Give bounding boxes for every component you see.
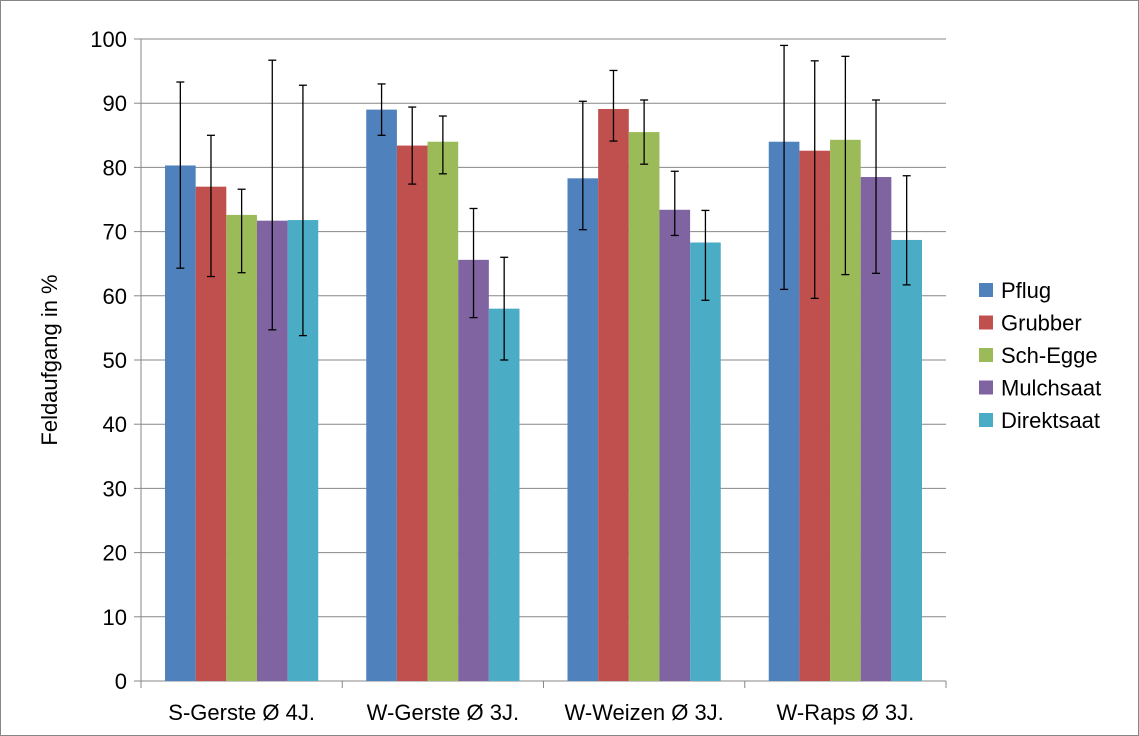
legend-swatch-mulchsaat [979, 380, 993, 395]
x-category-label: S-Gerste Ø 4J. [168, 700, 315, 725]
y-tick-label: 60 [103, 284, 127, 309]
bar-pflug [366, 109, 397, 682]
legend-label-pflug: Pflug [1001, 278, 1051, 303]
legend-label-sch-egge: Sch-Egge [1001, 343, 1098, 368]
y-tick-label: 40 [103, 412, 127, 437]
y-axis-title: Feldaufgang in % [37, 274, 62, 445]
y-tick-label: 30 [103, 476, 127, 501]
bar-sch-egge [226, 214, 257, 681]
bar-sch-egge [427, 141, 459, 682]
legend-swatch-grubber [979, 315, 993, 330]
legend-label-direktsaat: Direktsaat [1001, 408, 1100, 433]
bar-direktsaat [891, 239, 922, 682]
legend-swatch-direktsaat [979, 413, 993, 427]
legend-swatch-sch-egge [979, 348, 993, 362]
y-tick-label: 80 [103, 155, 127, 180]
bar-mulchsaat [659, 209, 691, 681]
y-tick-label: 0 [115, 669, 127, 694]
y-tick-label: 10 [103, 605, 127, 630]
y-tick-label: 100 [90, 27, 127, 52]
bar-direktsaat [488, 308, 520, 681]
x-category-label: W-Raps Ø 3J. [777, 700, 915, 725]
bar-sch-egge [628, 132, 660, 682]
bar-pflug [567, 178, 599, 681]
legend-label-grubber: Grubber [1001, 311, 1082, 336]
y-tick-label: 70 [103, 220, 127, 245]
x-category-label: W-Weizen Ø 3J. [564, 700, 723, 725]
legend-label-mulchsaat: Mulchsaat [1001, 376, 1101, 401]
bar-grubber [598, 108, 629, 681]
bar-direktsaat [690, 242, 721, 681]
legend-swatch-pflug [979, 283, 993, 297]
bar-mulchsaat [458, 259, 489, 681]
y-tick-label: 20 [103, 541, 127, 566]
y-tick-label: 90 [103, 91, 127, 116]
y-tick-label: 50 [103, 348, 127, 373]
x-category-label: W-Gerste Ø 3J. [367, 700, 519, 725]
bar-grubber [396, 145, 428, 681]
